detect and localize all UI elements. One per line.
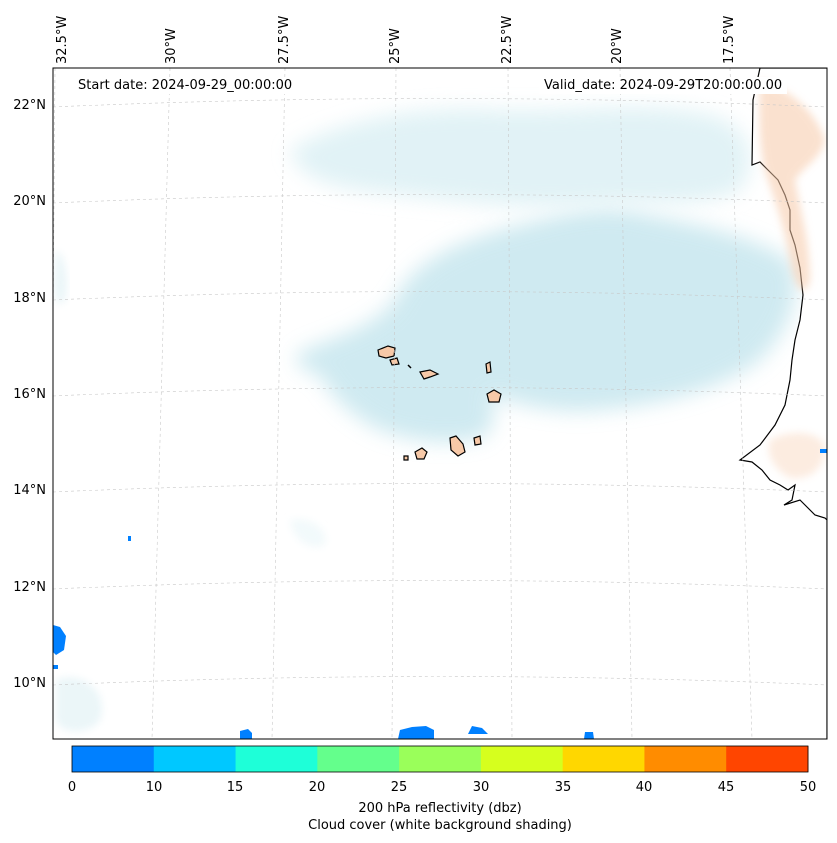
cloud-west-patch (54, 250, 67, 304)
colorbar-tick: 50 (799, 780, 817, 795)
island-santiago (449, 435, 466, 457)
reflectivity-east-cell (820, 449, 827, 453)
colorbar-tick: 45 (717, 780, 735, 795)
colorbar-segment (644, 746, 727, 772)
reflectivity-south-cell-3 (468, 726, 488, 734)
lat-label: 12°N (13, 580, 46, 595)
lon-label: 20°W (610, 28, 625, 64)
cloud-south-patch (290, 519, 326, 548)
colorbar-tick: 15 (226, 780, 244, 795)
parallel-line (53, 483, 827, 493)
meridian-line (391, 68, 397, 739)
colorbar-segment (480, 746, 564, 772)
island-santa-luzia (407, 364, 412, 369)
colorbar-segment (153, 746, 237, 772)
cloud-main-mass (296, 208, 796, 442)
island-fogo (414, 447, 428, 460)
graticule (53, 68, 827, 739)
lon-label: 25°W (388, 28, 403, 64)
lon-label: 30°W (164, 28, 179, 64)
colorbar-tick: 30 (472, 780, 490, 795)
colorbar-sublabel: Cloud cover (white background shading) (308, 818, 572, 833)
colorbar-tick: 35 (554, 780, 572, 795)
island-maio (473, 435, 482, 446)
reflectivity-south-cell-2 (398, 726, 434, 739)
parallel-line (53, 580, 827, 590)
island-sao-nicolau (419, 369, 440, 380)
meridian-line (619, 68, 633, 739)
lon-label: 22.5°W (500, 15, 515, 64)
reflectivity-small-cell (53, 665, 58, 669)
land-warm-shading (759, 80, 825, 291)
parallel-line (53, 387, 827, 397)
island-sao-vicente (389, 357, 400, 366)
reflectivity-south-cell-1 (240, 729, 252, 739)
colorbar-tick: 0 (67, 780, 77, 795)
meridian-line (729, 68, 753, 739)
reflectivity-south-cell-4 (584, 732, 594, 739)
colorbar-segment (72, 746, 155, 772)
colorbar-segment (235, 746, 318, 772)
lon-label: 27.5°W (277, 15, 292, 64)
lat-label: 14°N (13, 483, 46, 498)
meridian-line (507, 68, 513, 739)
meridian-line (271, 68, 286, 739)
cloud-cover-shading (54, 107, 796, 732)
valid-date-label: Valid_date: 2024-09-29T20:00:00.00 (539, 77, 788, 94)
parallel-line (53, 98, 827, 108)
lon-label: 17.5°W (722, 15, 737, 64)
colorbar (72, 746, 809, 772)
colorbar-frame (71, 745, 809, 773)
land-warm-shading-south (768, 433, 825, 479)
colorbar-tick: 20 (308, 780, 326, 795)
lat-label: 22°N (13, 98, 46, 113)
cloud-sw-patch (56, 677, 102, 732)
colorbar-segment (317, 746, 400, 772)
colorbar-tick: 25 (390, 780, 408, 795)
lat-label: 20°N (13, 194, 46, 209)
lat-label: 10°N (13, 676, 46, 691)
reflectivity-dot (128, 536, 131, 541)
island-sal (485, 361, 492, 374)
colorbar-label: 200 hPa reflectivity (dbz) (358, 801, 522, 816)
cloud-north-band (290, 107, 750, 207)
lon-label: 32.5°W (55, 15, 70, 64)
reflectivity-west-cell (53, 625, 66, 655)
colorbar-segment (399, 746, 482, 772)
island-brava (403, 455, 409, 461)
colorbar-segment (726, 746, 809, 772)
map-frame (52, 67, 828, 740)
reflectivity-cells (53, 449, 827, 739)
lat-label: 18°N (13, 291, 46, 306)
colorbar-tick: 10 (145, 780, 163, 795)
lat-label: 16°N (13, 387, 46, 402)
colorbar-segment (562, 746, 645, 772)
parallel-line (53, 291, 827, 301)
cape-verde-islands (377, 345, 502, 461)
meridian-line (151, 68, 171, 739)
island-boa-vista (486, 389, 502, 403)
parallel-line (53, 194, 827, 204)
parallel-line (53, 676, 827, 686)
colorbar-tick: 40 (635, 780, 653, 795)
start-date-label: Start date: 2024-09-29_00:00:00 (73, 77, 298, 94)
